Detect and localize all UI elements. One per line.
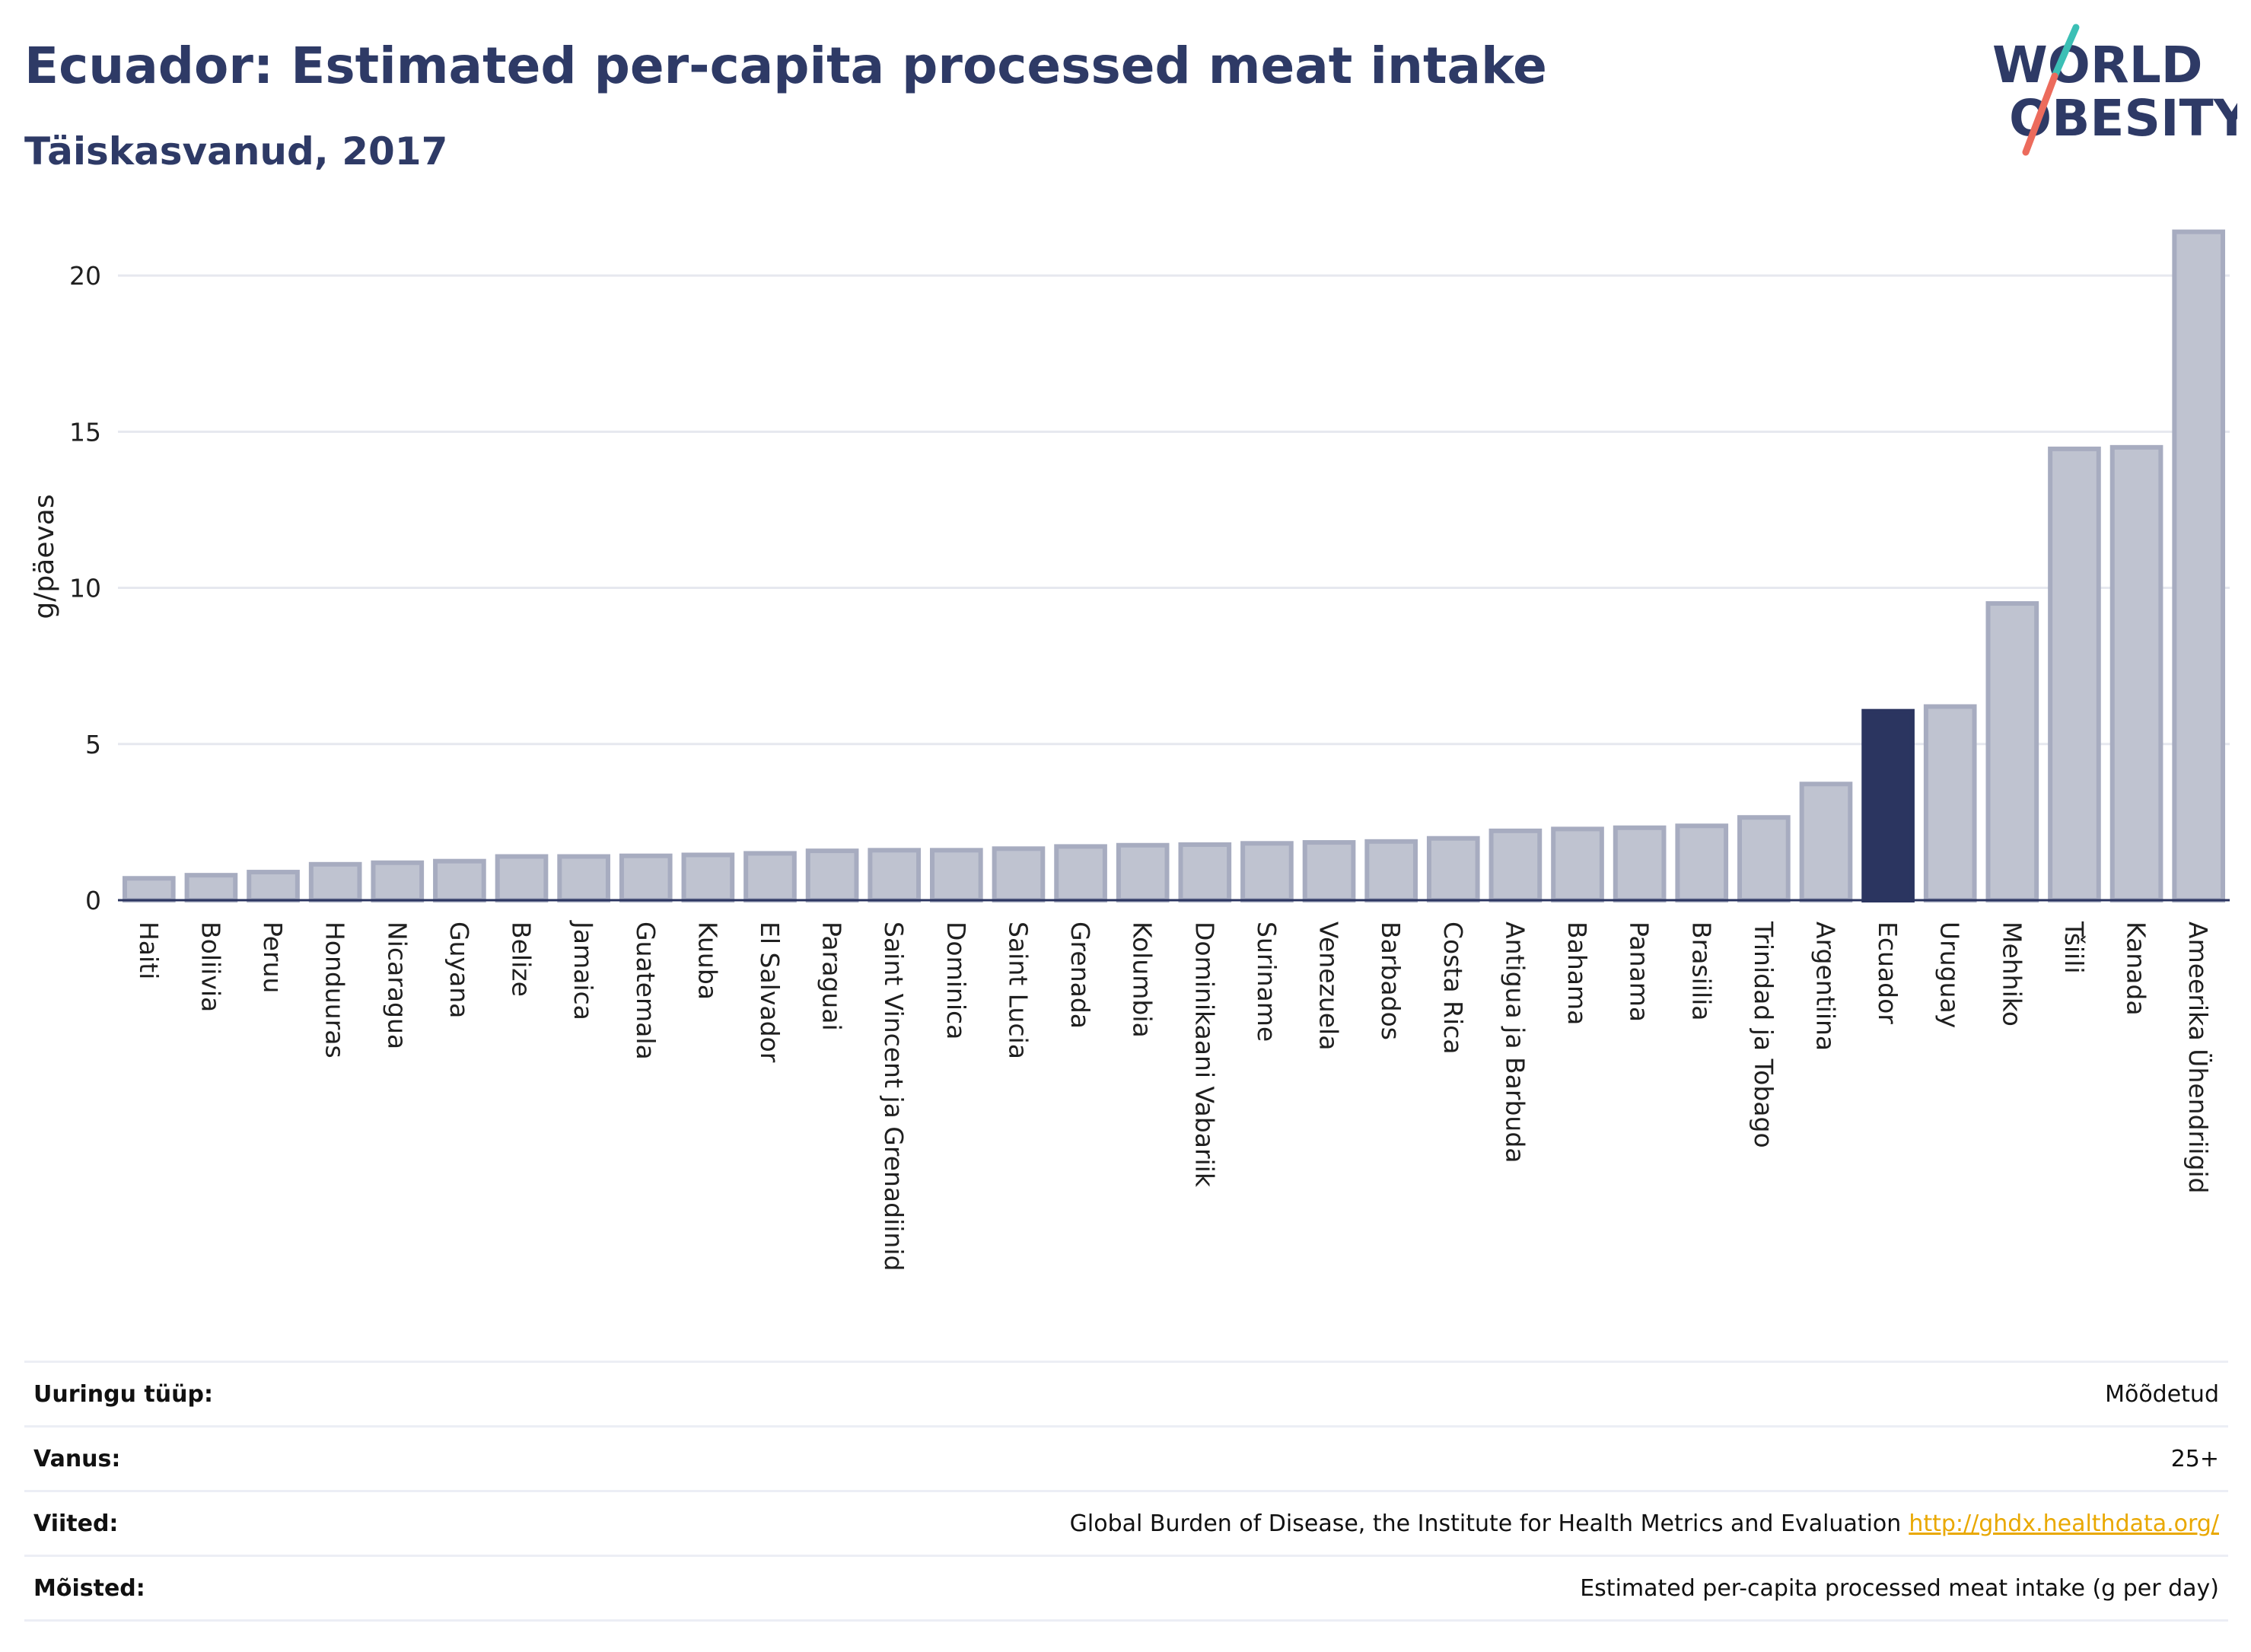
x-category-label: Dominikaani Vabariik (1189, 921, 1219, 1188)
bar-highlight (1861, 708, 1915, 902)
x-category-label: Costa Rica (1438, 921, 1468, 1055)
x-category-label: Jamaica (568, 920, 598, 1020)
bar (1675, 823, 1729, 902)
bar (1426, 836, 1480, 902)
meta-value-references: Global Burden of Disease, the Institute … (1070, 1510, 2219, 1537)
bar (1488, 828, 1543, 903)
bar (1178, 842, 1232, 902)
bar (619, 853, 673, 902)
bar (1923, 704, 1977, 902)
meta-value: Mõõdetud (2105, 1381, 2219, 1408)
meta-value: Estimated per-capita processed meat inta… (1580, 1575, 2219, 1602)
x-category-label: Dominica (941, 921, 971, 1039)
x-category-label: Haiti (134, 921, 164, 979)
reference-text: Global Burden of Disease, the Institute … (1069, 1510, 1902, 1537)
y-tick-label: 0 (85, 886, 101, 915)
x-category-label: Honduuras (320, 921, 350, 1058)
bar (1799, 781, 1853, 902)
x-category-label: Venezuela (1314, 921, 1344, 1050)
bar (1737, 815, 1791, 902)
x-category-label: Boliivia (196, 921, 225, 1012)
x-category-label: Bahama (1562, 921, 1592, 1025)
x-category-label: Saint Vincent ja Grenadiinid (879, 921, 909, 1271)
meta-key: Mõisted: (33, 1575, 145, 1602)
bar (1364, 839, 1418, 903)
bar (868, 848, 922, 902)
bar (2048, 446, 2101, 902)
meta-key: Uuringu tüüp: (33, 1381, 213, 1408)
bar (1054, 844, 1107, 903)
bar (1551, 826, 1604, 903)
bar (495, 854, 549, 903)
bar (557, 854, 610, 903)
x-category-label: Panama (1625, 921, 1654, 1022)
bar (2109, 444, 2163, 902)
y-tick-label: 5 (85, 730, 101, 759)
bar (433, 858, 486, 903)
x-category-label: Kanada (2122, 921, 2151, 1016)
x-category-label: Peruu (258, 921, 288, 993)
x-category-label: Suriname (1252, 921, 1282, 1042)
x-category-label: Nicaragua (382, 921, 412, 1049)
gridlines (118, 274, 2230, 746)
meta-key: Vanus: (33, 1446, 121, 1472)
bar (122, 876, 176, 903)
x-category-label: Paraguai (817, 921, 847, 1031)
bar (930, 848, 983, 902)
x-category-label: Kuuba (692, 921, 722, 1000)
x-category-label: Barbados (1376, 921, 1406, 1040)
x-category-label: Ecuador (1873, 921, 1902, 1024)
chart-subtitle: Täiskasvanud, 2017 (24, 129, 448, 173)
bar (247, 870, 300, 902)
logo-slash-bottom (2022, 72, 2058, 156)
meta-row-references: Viited: Global Burden of Disease, the In… (24, 1490, 2228, 1555)
world-obesity-logo: WORLD OBESITY (1992, 24, 2237, 156)
x-category-label: Grenada (1065, 921, 1095, 1029)
x-category-label: Argentiina (1810, 921, 1840, 1051)
x-category-label: Guyana (444, 921, 474, 1018)
y-axis-title: g/päevas (29, 494, 60, 619)
bar (1613, 825, 1667, 902)
bar (805, 848, 859, 903)
x-category-label: Ameerika Ühendriigid (2183, 921, 2214, 1194)
x-category-label: Kolumbia (1128, 921, 1157, 1038)
axes: 0 5 10 15 20 Haiti Boliivia Peruu Honduuras Nicar… (69, 261, 2230, 1271)
meta-key: Viited: (33, 1510, 119, 1537)
metadata-table: Uuringu tüüp: Mõõdetud Vanus: 25+ Viited… (24, 1361, 2228, 1622)
y-tick-label: 20 (69, 261, 101, 291)
bar (184, 873, 238, 903)
bar (681, 852, 735, 903)
bar (1116, 842, 1170, 903)
bar-chart: 0 5 10 15 20 Haiti Boliivia Peruu Honduuras Nicar… (29, 229, 2230, 1271)
bar (1302, 840, 1356, 903)
x-category-label: Uruguay (1935, 921, 1965, 1028)
bar (992, 846, 1046, 903)
x-category-label: Saint Lucia (1003, 921, 1033, 1059)
meta-value: 25+ (2170, 1446, 2219, 1472)
bar (2172, 229, 2226, 902)
x-category-label: Belize (507, 921, 536, 997)
logo-slash-top (2051, 24, 2080, 80)
x-category-label: Trinidad ja Tobago (1749, 921, 1778, 1148)
bars (122, 229, 2226, 903)
y-tick-label: 15 (69, 417, 101, 447)
meta-row-definitions: Mõisted: Estimated per-capita processed … (24, 1555, 2228, 1622)
reference-link[interactable]: http://ghdx.healthdata.org/ (1909, 1510, 2219, 1537)
bar (371, 860, 425, 903)
bar (1985, 601, 2039, 902)
bar (1240, 841, 1294, 902)
logo-word-world: WORLD (1992, 36, 2203, 94)
chart-title: Ecuador: Estimated per-capita processed … (24, 37, 1547, 95)
x-category-label: Brasiilia (1686, 921, 1716, 1021)
x-category-label: Tšiili (2059, 921, 2089, 974)
x-category-label: Mehhiko (1997, 921, 2027, 1027)
bar (308, 861, 362, 903)
x-category-label: Guatemala (631, 921, 661, 1060)
x-category-label: El Salvador (755, 921, 785, 1063)
x-category-label: Antigua ja Barbuda (1500, 921, 1530, 1163)
meta-row-survey-type: Uuringu tüüp: Mõõdetud (24, 1361, 2228, 1425)
bar (743, 851, 797, 902)
y-tick-label: 10 (69, 574, 101, 603)
meta-row-age: Vanus: 25+ (24, 1425, 2228, 1490)
